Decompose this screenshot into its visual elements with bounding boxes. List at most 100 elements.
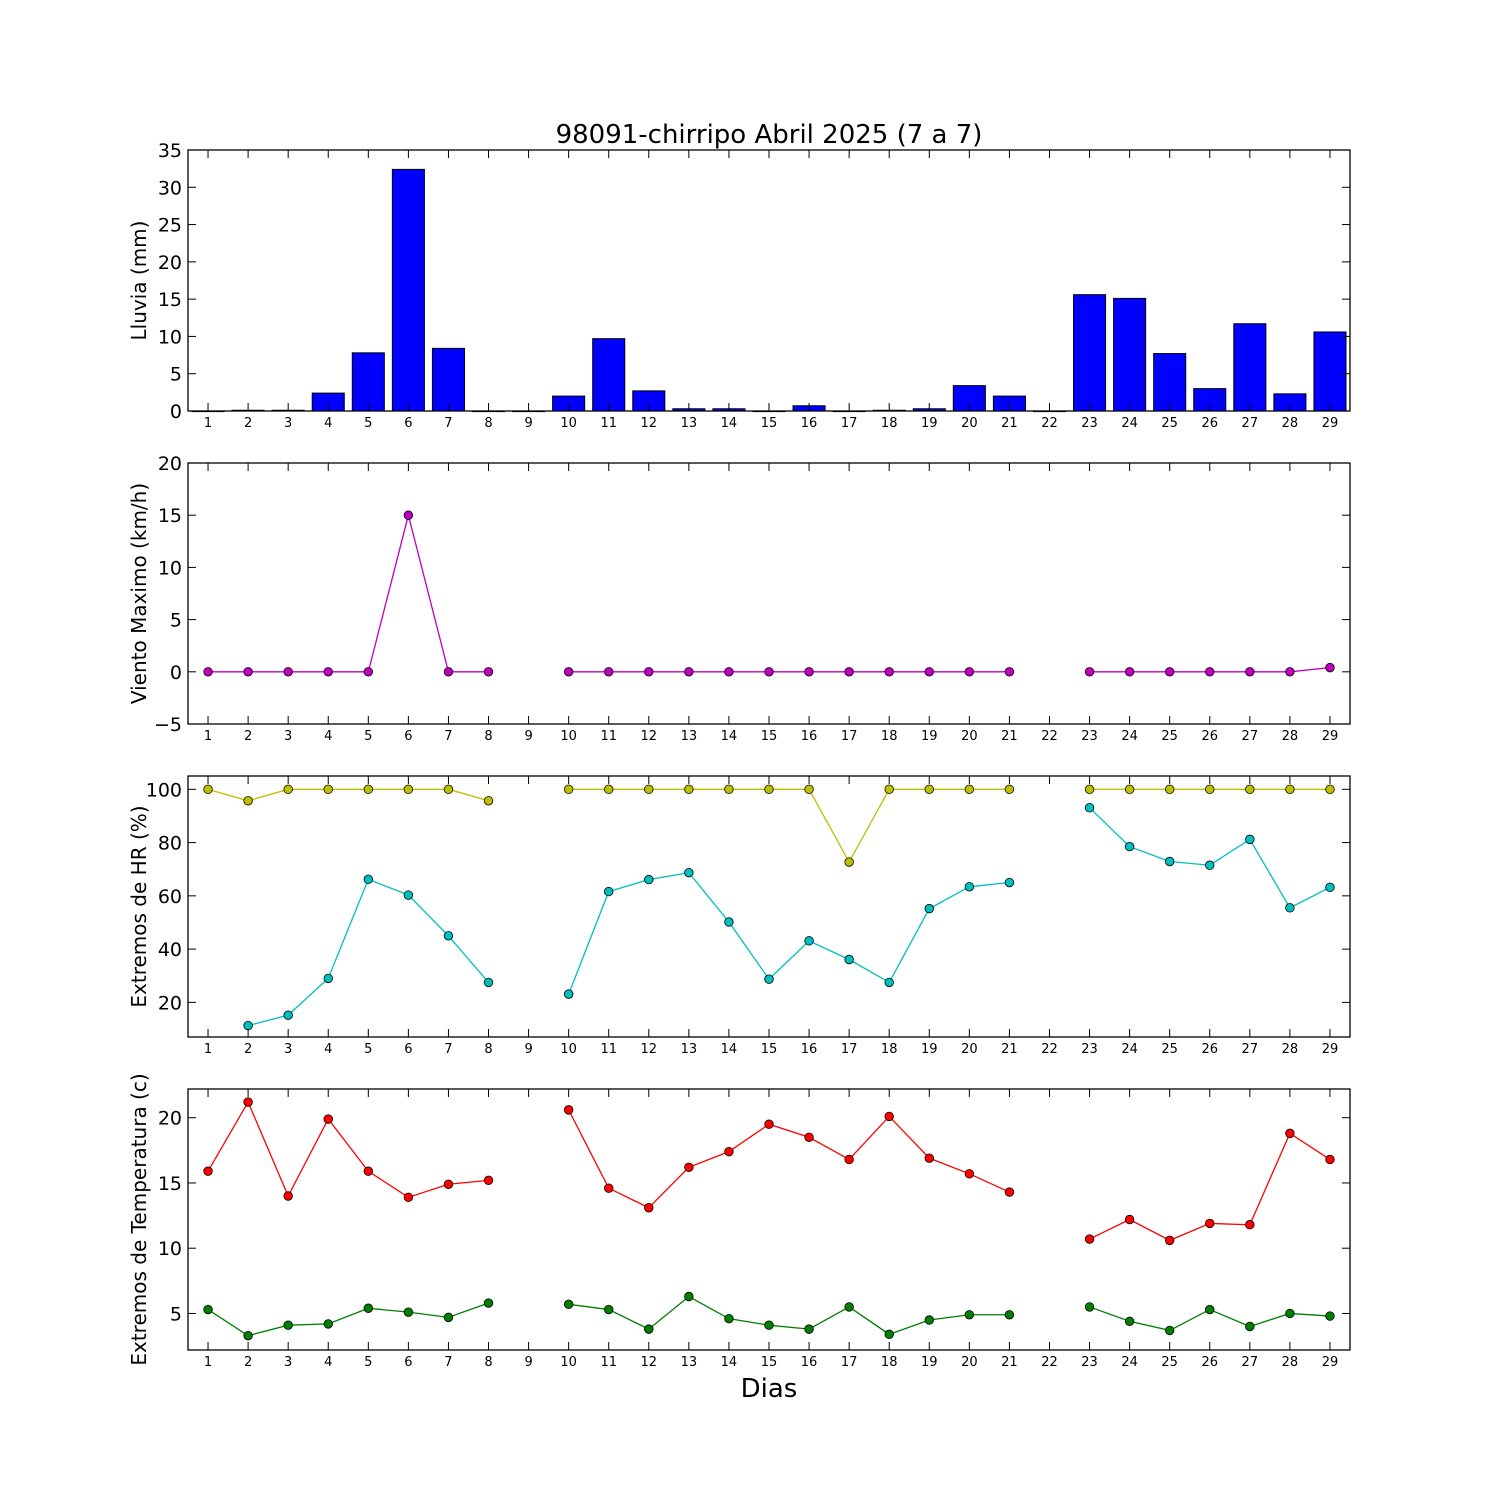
x-tick-label: 7 — [444, 1355, 452, 1370]
series-1-point-day-3 — [283, 667, 293, 677]
series-1-point-day-21 — [1004, 1187, 1015, 1197]
series-1-point-day-21 — [1004, 784, 1015, 795]
series-2-point-day-3 — [283, 1010, 293, 1020]
series-1-line — [208, 515, 489, 673]
x-tick-label: 4 — [324, 416, 332, 431]
chart-panel-3: 1 2 3 4 5 6 7 8 9 10 11 12 13 14 15 16 17 18 19 20 21 22 23 24 2… — [127, 775, 1351, 1057]
series-1-point-day-11 — [604, 667, 614, 677]
x-tick-label: 3 — [284, 1355, 292, 1370]
x-tick-label: 10 — [560, 1042, 577, 1057]
x-tick-label: 5 — [364, 729, 372, 744]
series-2-point-day-24 — [1124, 1316, 1135, 1326]
series-1-point-day-28 — [1285, 1128, 1295, 1139]
x-tick-label: 22 — [1041, 729, 1058, 744]
series-1-line — [568, 788, 1010, 864]
series-1-point-day-13 — [684, 784, 694, 795]
series-2-point-day-24 — [1124, 841, 1135, 852]
x-tick-label: 9 — [524, 729, 532, 744]
series-2-point-day-29 — [1325, 882, 1335, 893]
x-tick-label: 25 — [1161, 1355, 1178, 1370]
y-axis-label: Lluvia (mm) — [127, 221, 151, 341]
series-1-point-day-14 — [724, 667, 734, 677]
series-2-point-day-12 — [644, 874, 654, 885]
series-2-point-day-15 — [764, 1320, 774, 1330]
x-tick-label: 21 — [1001, 729, 1018, 744]
series-1-point-day-11 — [604, 784, 614, 795]
series-1-point-day-17 — [844, 667, 854, 677]
y-tick-label: 10 — [158, 1238, 182, 1260]
x-tick-label: 10 — [560, 416, 577, 431]
x-tick-label: 3 — [284, 416, 292, 431]
bar-day-5 — [351, 352, 385, 412]
x-tick-label: 2 — [244, 729, 252, 744]
x-tick-label: 11 — [600, 1042, 617, 1057]
series-2-point-day-17 — [844, 1302, 854, 1312]
x-tick-label: 8 — [484, 1042, 492, 1057]
series-1-point-day-15 — [764, 784, 774, 795]
series-1-point-day-25 — [1164, 784, 1175, 795]
y-tick-label: 5 — [170, 364, 182, 386]
series-1-point-day-1 — [203, 667, 213, 677]
series-1-point-day-24 — [1124, 784, 1135, 795]
x-tick-label: 8 — [484, 1355, 492, 1370]
bar-day-7 — [431, 347, 465, 412]
series-2-point-day-4 — [323, 973, 333, 984]
y-tick-label: −5 — [154, 714, 182, 736]
x-tick-label: 16 — [801, 1355, 818, 1370]
series-1-point-day-14 — [724, 784, 734, 795]
y-axis-label: Extremos de HR (%) — [127, 805, 151, 1007]
x-tick-label: 20 — [961, 729, 978, 744]
x-tick-label: 12 — [641, 1042, 658, 1057]
y-tick-label: 5 — [170, 1303, 182, 1325]
series-1-point-day-5 — [363, 667, 374, 677]
series-1-point-day-2 — [243, 667, 253, 677]
series-1-point-day-1 — [203, 1166, 213, 1176]
series-2-point-day-21 — [1004, 1310, 1015, 1320]
bar-day-29 — [1313, 331, 1347, 412]
x-tick-label: 16 — [801, 729, 818, 744]
x-tick-label: 18 — [881, 729, 898, 744]
series-1-point-day-28 — [1285, 667, 1295, 677]
series-1-point-day-19 — [924, 784, 934, 795]
x-tick-label: 20 — [961, 1042, 978, 1057]
x-tick-label: 1 — [204, 1042, 212, 1057]
series-2-point-day-27 — [1245, 834, 1255, 845]
x-tick-label: 27 — [1242, 1355, 1259, 1370]
series-2-point-day-14 — [724, 1313, 734, 1324]
series-2-point-day-25 — [1164, 1325, 1175, 1336]
x-tick-label: 7 — [444, 416, 452, 431]
y-tick-label: 20 — [158, 252, 182, 274]
series-2-line — [568, 871, 1010, 995]
x-tick-label: 22 — [1041, 1355, 1058, 1370]
series-1-point-day-19 — [924, 1153, 934, 1163]
series-1-point-day-24 — [1124, 1214, 1135, 1225]
series-2-point-day-13 — [684, 867, 694, 878]
series-2-point-day-7 — [443, 1312, 454, 1323]
x-tick-label: 19 — [921, 416, 938, 431]
x-tick-label: 15 — [761, 1042, 778, 1057]
series-2-point-day-29 — [1325, 1311, 1335, 1321]
x-tick-label: 8 — [484, 729, 492, 744]
x-tick-label: 21 — [1001, 1355, 1018, 1370]
series-1-point-day-4 — [323, 784, 333, 795]
series-1-point-day-13 — [684, 667, 694, 677]
series-1-point-day-29 — [1325, 784, 1335, 795]
x-tick-label: 19 — [921, 1042, 938, 1057]
x-tick-label: 20 — [961, 416, 978, 431]
y-tick-label: 0 — [170, 662, 182, 684]
series-2-point-day-16 — [804, 936, 814, 946]
x-tick-label: 6 — [404, 1042, 412, 1057]
x-tick-label: 24 — [1121, 416, 1138, 431]
series-2-line — [207, 1302, 489, 1337]
series-2-point-day-4 — [323, 1319, 333, 1329]
series-1-point-day-13 — [684, 1162, 694, 1173]
y-tick-label: 30 — [158, 177, 182, 199]
series-1-point-day-16 — [804, 1132, 814, 1142]
y-tick-label: 15 — [158, 505, 182, 527]
series-2-point-day-21 — [1004, 877, 1015, 888]
x-tick-label: 14 — [721, 1042, 738, 1057]
series-2-point-day-16 — [804, 1324, 814, 1334]
x-tick-label: 29 — [1322, 1042, 1339, 1057]
y-tick-label: 100 — [146, 779, 182, 801]
series-1-point-day-4 — [323, 667, 333, 677]
